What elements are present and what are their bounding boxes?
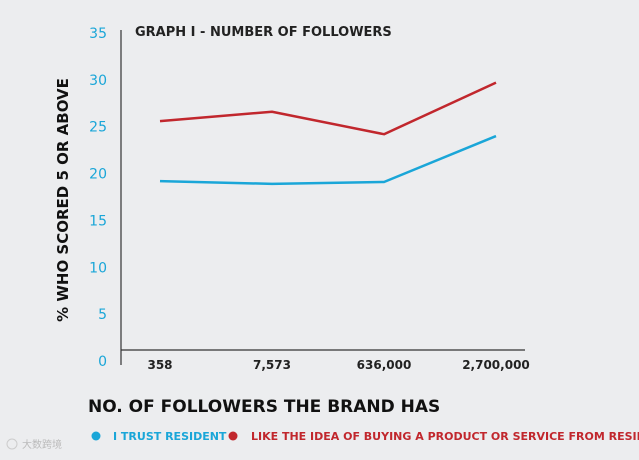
x-tick-label: 358 xyxy=(147,358,172,372)
y-tick-label: 5 xyxy=(98,307,107,323)
x-tick-label: 7,573 xyxy=(253,358,291,372)
legend: I TRUST RESIDENT LIKE THE IDEA OF BUYING … xyxy=(91,430,639,443)
y-tick-label: 20 xyxy=(89,167,107,183)
y-tick-label: 0 xyxy=(98,354,107,370)
chart-title: GRAPH I - NUMBER OF FOLLOWERS xyxy=(135,25,392,40)
watermark-icon xyxy=(6,438,18,450)
legend-marker-2 xyxy=(228,431,238,441)
x-tick-label: 636,000 xyxy=(357,358,412,372)
x-axis-label: NO. OF FOLLOWERS THE BRAND HAS xyxy=(88,397,440,417)
y-tick-label: 30 xyxy=(89,73,107,89)
y-axis-label: % WHO SCORED 5 OR ABOVE xyxy=(54,78,72,322)
y-tick-label: 10 xyxy=(89,260,107,276)
series-line-2 xyxy=(159,81,497,136)
legend-label-2: LIKE THE IDEA OF BUYING A PRODUCT OR SER… xyxy=(251,430,639,443)
watermark-text: 大数跨境 xyxy=(22,438,62,451)
y-tick-label: 25 xyxy=(89,120,107,136)
x-tick-labels: 358 7,573 636,000 2,700,000 xyxy=(147,358,529,372)
legend-label-1: I TRUST RESIDENT xyxy=(113,430,227,443)
y-tick-labels: 0 5 10 15 20 25 30 35 xyxy=(89,26,107,370)
y-tick-label: 35 xyxy=(89,26,107,42)
series-line-1 xyxy=(159,134,497,186)
legend-marker-1 xyxy=(91,431,101,441)
x-tick-label: 2,700,000 xyxy=(462,358,530,372)
series-lines xyxy=(159,81,497,186)
watermark: 大数跨境 xyxy=(6,438,62,451)
y-tick-label: 15 xyxy=(89,213,107,229)
